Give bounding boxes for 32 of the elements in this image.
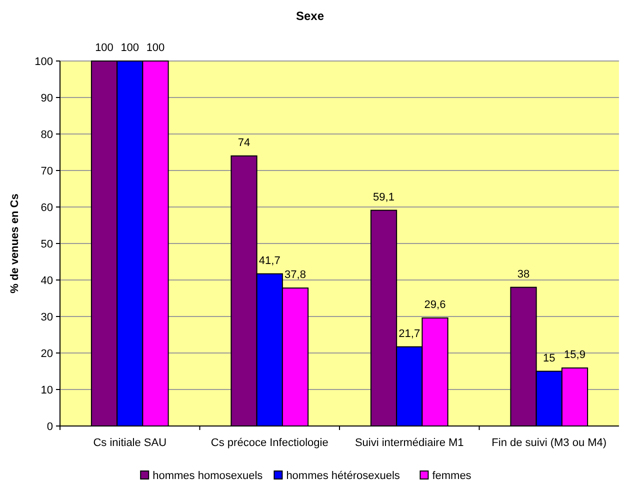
legend-label: hommes hétérosexuels <box>286 470 400 482</box>
data-label: 100 <box>120 42 140 54</box>
y-axis-title: % de venues en Cs <box>9 194 21 294</box>
data-label: 38 <box>517 268 530 280</box>
data-label: 100 <box>95 42 114 54</box>
y-tick-label: 70 <box>40 166 53 178</box>
y-tick-label: 40 <box>40 275 53 287</box>
data-label: 29,6 <box>424 298 446 311</box>
x-tick-label: Cs initiale SAU <box>93 437 167 449</box>
x-tick-label: Suivi intermédiaire M1 <box>354 437 464 449</box>
y-tick-label: 50 <box>40 238 53 250</box>
y-tick-label: 90 <box>40 92 53 104</box>
y-tick-label: 60 <box>40 202 53 214</box>
legend-label: femmes <box>432 470 472 482</box>
y-tick-label: 100 <box>34 56 53 68</box>
data-label: 37,8 <box>284 269 306 282</box>
y-tick-label: 10 <box>40 384 53 396</box>
data-label: 41,7 <box>258 254 280 267</box>
data-label: 59,1 <box>373 191 394 204</box>
y-tick-label: 0 <box>46 421 53 433</box>
data-label: 74 <box>238 136 250 149</box>
data-label: 21,7 <box>398 328 420 340</box>
x-tick-label: Fin de suivi (M3 ou M4) <box>492 437 607 449</box>
data-label: 15,9 <box>564 348 586 361</box>
x-tick-label: Cs précoce Infectiologie <box>210 437 328 449</box>
legend-label: hommes homosexuels <box>152 470 264 482</box>
chart-title: Sexe <box>296 9 324 23</box>
y-tick-label: 30 <box>40 312 53 324</box>
data-label: 15 <box>543 352 556 364</box>
y-tick-label: 80 <box>40 129 53 141</box>
data-label: 100 <box>146 42 165 54</box>
y-tick-label: 20 <box>40 348 53 360</box>
